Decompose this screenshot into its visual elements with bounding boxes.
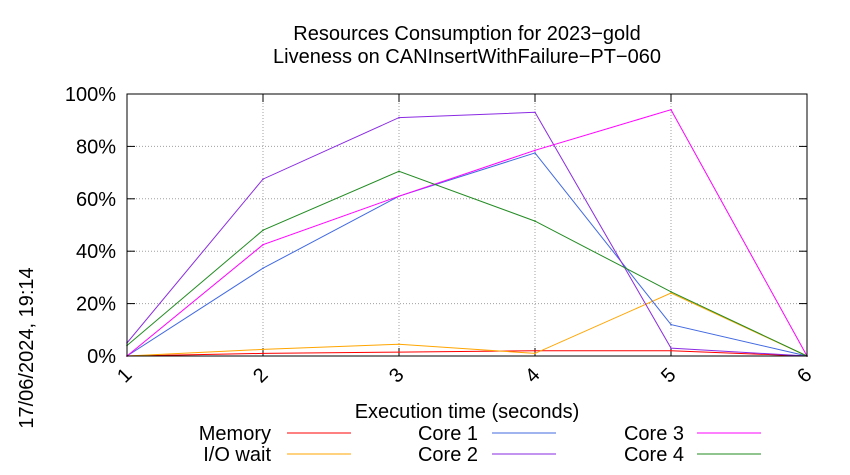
y-tick-label: 100%	[65, 84, 116, 106]
series-line-core-3	[126, 109, 808, 357]
data-point	[670, 108, 672, 111]
series-lines	[126, 108, 808, 357]
data-point	[398, 170, 400, 173]
data-point	[398, 343, 400, 346]
data-point	[670, 347, 672, 349]
series-line-core-4	[126, 170, 808, 357]
y-tick-label: 20%	[76, 294, 116, 316]
data-point	[534, 349, 536, 352]
y-tick-label: 40%	[76, 241, 116, 263]
plot-frame	[126, 93, 808, 357]
data-point	[534, 152, 536, 154]
series-line-memory	[126, 350, 808, 357]
y-tick-label: 0%	[87, 346, 116, 368]
data-point	[534, 220, 536, 222]
x-axis-label: Execution time (seconds)	[355, 401, 580, 423]
grid	[127, 94, 807, 356]
x-tick-label: 6	[793, 364, 816, 387]
data-point	[398, 116, 400, 119]
data-point	[262, 348, 264, 351]
data-point	[534, 352, 536, 355]
legend-label: Core 4	[624, 444, 684, 466]
data-point	[262, 267, 264, 270]
x-tick-label: 3	[385, 364, 408, 387]
data-point	[262, 178, 264, 180]
data-point	[670, 323, 672, 326]
x-axis-ticks: 1 2 3 4 5 6	[113, 94, 816, 387]
legend-label: Core 3	[624, 423, 684, 445]
series-line-core-1	[126, 152, 808, 357]
legend-label: Core 1	[418, 423, 478, 445]
data-point	[534, 149, 536, 152]
data-point	[398, 351, 400, 353]
data-point	[398, 195, 400, 197]
chart-title-line-1: Resources Consumption for 2023−gold	[293, 23, 640, 45]
x-tick-label: 2	[249, 364, 272, 387]
y-tick-label: 80%	[76, 136, 116, 158]
series-line-core-2	[126, 111, 808, 357]
x-tick-label: 4	[521, 364, 544, 387]
chart-title-line-2: Liveness on CANInsertWithFailure−PT−060	[273, 46, 661, 68]
legend-label: I/O wait	[203, 444, 271, 466]
data-point	[670, 291, 672, 293]
series-line-i-o-wait	[126, 292, 808, 357]
y-axis-ticks: 0% 20% 40% 60% 80% 100%	[65, 84, 807, 368]
data-point	[534, 111, 536, 114]
timestamp-label: 17/06/2024, 19:14	[16, 267, 38, 428]
data-point	[262, 229, 264, 232]
x-tick-label: 5	[657, 364, 680, 387]
legend-label: Memory	[199, 423, 271, 445]
data-point	[670, 292, 672, 294]
y-tick-label: 60%	[76, 189, 116, 211]
x-tick-label: 1	[113, 364, 136, 387]
data-point	[670, 349, 672, 352]
legend-label: Core 2	[418, 444, 478, 466]
data-point	[262, 243, 264, 246]
data-point	[262, 352, 264, 355]
